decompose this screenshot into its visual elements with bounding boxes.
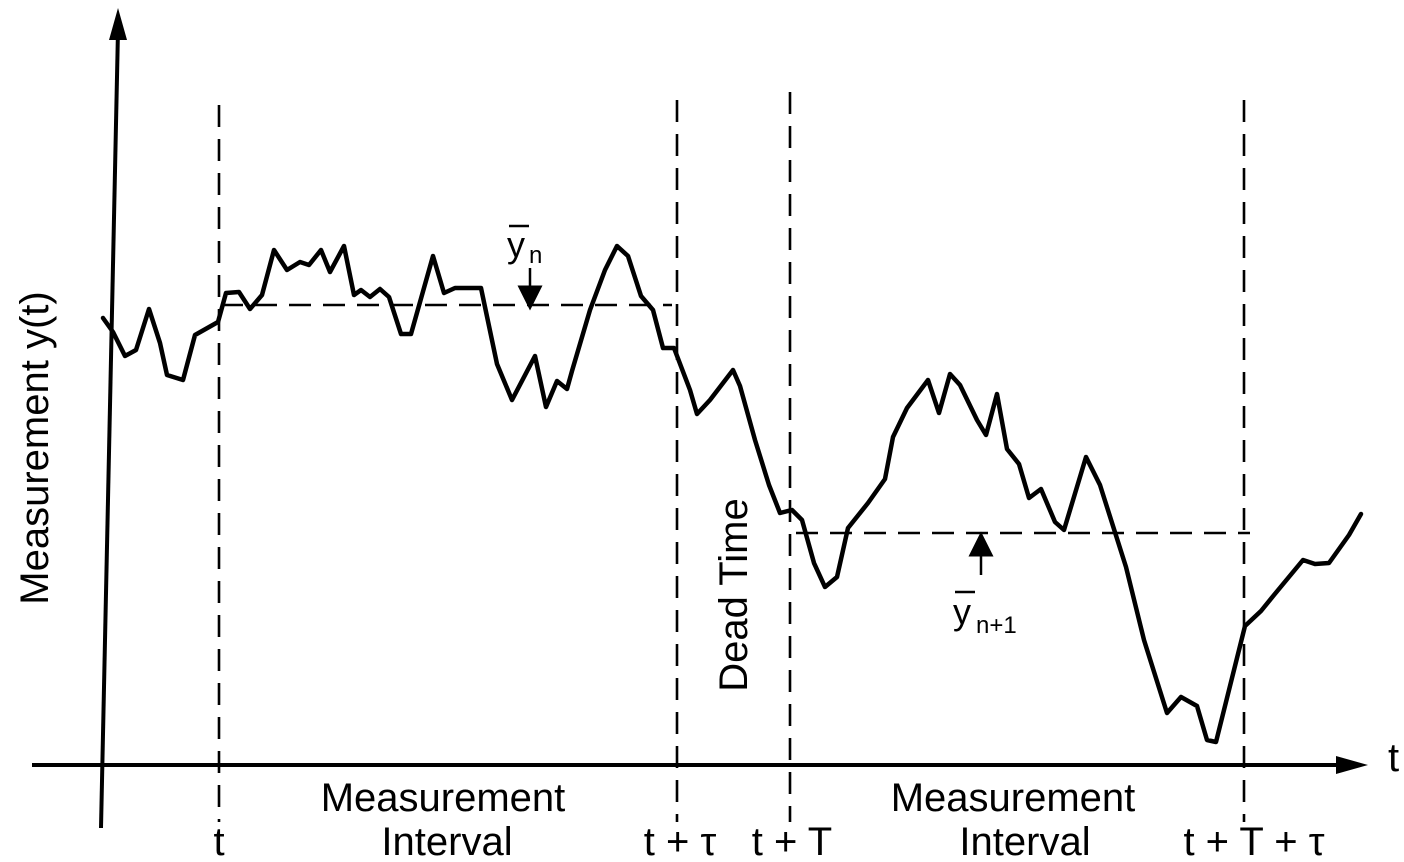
y-axis-label: Measurement y(t) (13, 291, 57, 604)
interval-1-label-line-1: Measurement (321, 776, 566, 820)
tick-label-t-plus-tau: t + τ (644, 820, 717, 862)
label-y-n-sub: n (529, 242, 542, 269)
x-axis-arrowhead (1336, 756, 1368, 774)
dead-time-label: Dead Time (712, 498, 756, 691)
label-y-n-plus-1-base: y (953, 591, 971, 632)
y-axis (99, 29, 120, 829)
interval-boundaries (217, 92, 1246, 822)
tick-label-t: t (213, 820, 224, 862)
interval-2-label-line-1: Measurement (891, 776, 1136, 820)
interval-2-label-line-2: Interval (959, 820, 1090, 862)
interval-1-label-line-2: Interval (381, 820, 512, 862)
y-axis-arrowhead (109, 8, 127, 40)
average-pointers (517, 268, 994, 575)
label-y-n: y n (507, 224, 542, 269)
label-y-n-base: y (507, 224, 525, 265)
axes (32, 8, 1368, 829)
tick-label-t-plus-T-plus-tau: t + T + τ (1183, 820, 1324, 862)
label-y-n-plus-1: y n+1 (953, 590, 1017, 639)
measurement-trace (100, 243, 1364, 745)
label-y-n-plus-1-sub: n+1 (976, 612, 1017, 639)
tick-label-t-plus-T: t + T (752, 820, 832, 862)
average-levels (221, 303, 1250, 535)
x-axis-label: t (1388, 736, 1399, 780)
